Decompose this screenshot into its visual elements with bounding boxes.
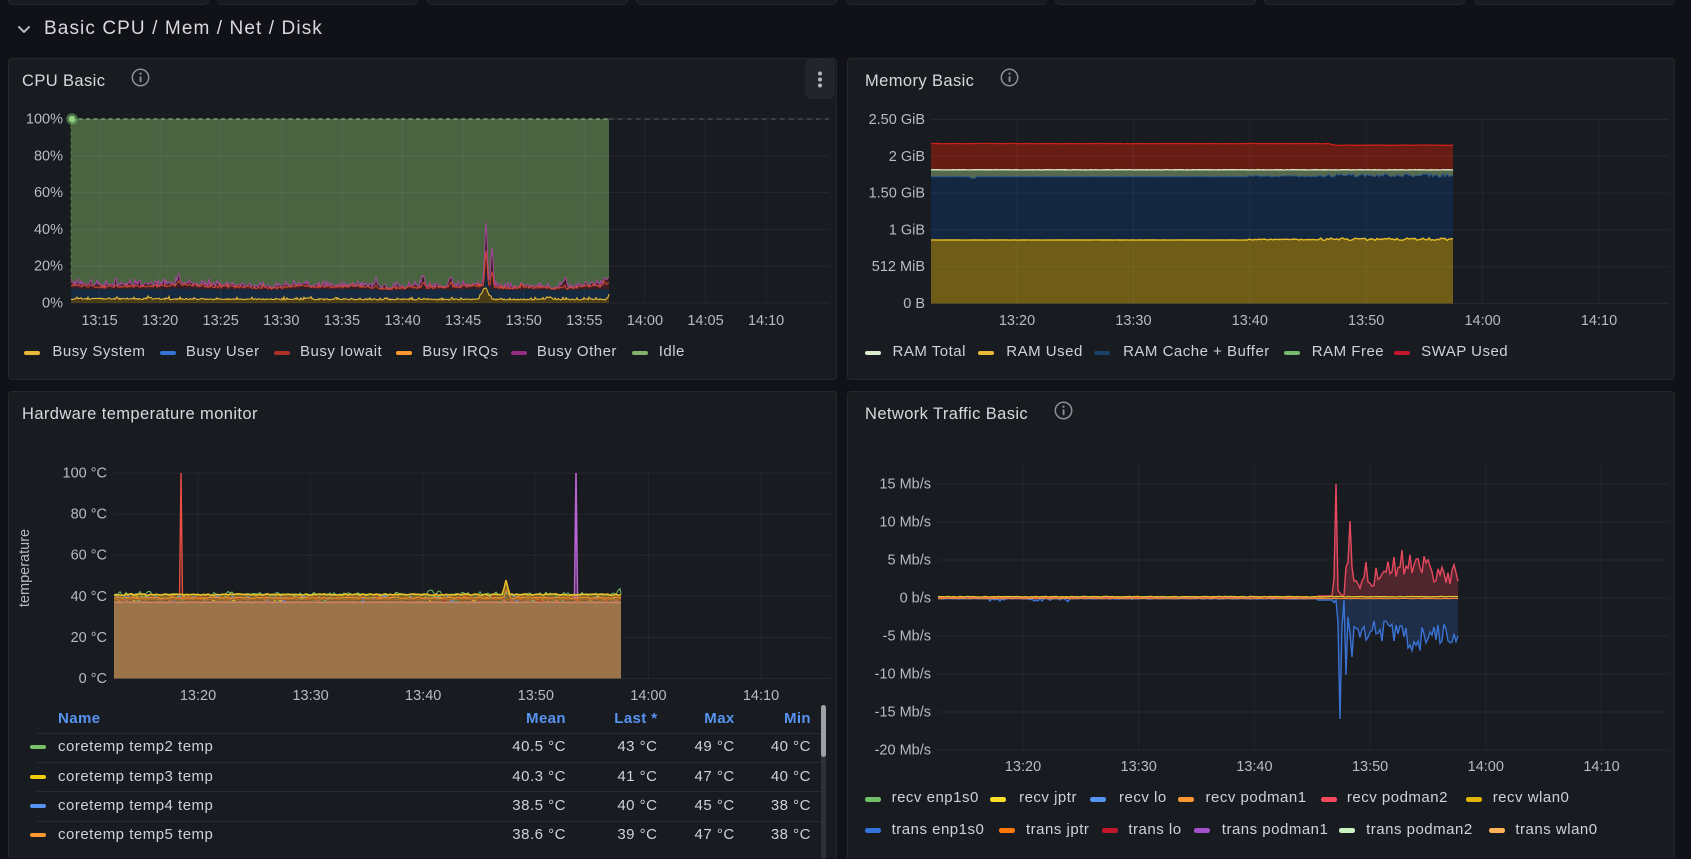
svg-text:13:30: 13:30 xyxy=(263,313,299,329)
svg-text:2.50 GiB: 2.50 GiB xyxy=(869,112,925,128)
svg-text:100 °C: 100 °C xyxy=(63,466,108,482)
svg-text:15 Mb/s: 15 Mb/s xyxy=(879,477,931,493)
svg-text:0 b/s: 0 b/s xyxy=(900,591,931,607)
svg-text:40%: 40% xyxy=(34,222,63,238)
svg-text:100%: 100% xyxy=(26,112,63,128)
svg-text:20 °C: 20 °C xyxy=(71,630,107,646)
svg-text:13:30: 13:30 xyxy=(1121,759,1157,775)
svg-text:13:30: 13:30 xyxy=(292,688,328,704)
svg-text:-10 Mb/s: -10 Mb/s xyxy=(875,667,931,683)
svg-text:0 °C: 0 °C xyxy=(79,671,107,687)
svg-text:13:50: 13:50 xyxy=(1348,313,1384,329)
svg-text:1.50 GiB: 1.50 GiB xyxy=(869,186,925,202)
svg-text:13:55: 13:55 xyxy=(566,313,602,329)
svg-text:512 MiB: 512 MiB xyxy=(872,259,925,275)
svg-text:13:25: 13:25 xyxy=(203,313,239,329)
svg-text:13:40: 13:40 xyxy=(1236,759,1272,775)
svg-text:0 B: 0 B xyxy=(903,296,925,312)
svg-text:13:50: 13:50 xyxy=(518,688,554,704)
svg-text:13:40: 13:40 xyxy=(384,313,420,329)
svg-text:-20 Mb/s: -20 Mb/s xyxy=(875,743,931,759)
svg-text:temperature: temperature xyxy=(17,529,33,607)
svg-text:14:10: 14:10 xyxy=(1583,759,1619,775)
svg-text:80 °C: 80 °C xyxy=(71,507,107,523)
svg-text:14:10: 14:10 xyxy=(1581,313,1617,329)
svg-text:13:15: 13:15 xyxy=(81,313,117,329)
svg-text:60 °C: 60 °C xyxy=(71,548,107,564)
svg-text:13:30: 13:30 xyxy=(1115,313,1151,329)
svg-text:13:50: 13:50 xyxy=(506,313,542,329)
svg-text:80%: 80% xyxy=(34,148,63,164)
svg-text:-5 Mb/s: -5 Mb/s xyxy=(883,629,931,645)
svg-text:13:20: 13:20 xyxy=(1005,759,1041,775)
svg-text:-15 Mb/s: -15 Mb/s xyxy=(875,705,931,721)
svg-text:5 Mb/s: 5 Mb/s xyxy=(887,553,931,569)
svg-text:14:00: 14:00 xyxy=(630,688,666,704)
svg-text:13:35: 13:35 xyxy=(324,313,360,329)
svg-text:14:05: 14:05 xyxy=(687,313,723,329)
svg-text:2 GiB: 2 GiB xyxy=(889,149,925,165)
svg-text:13:40: 13:40 xyxy=(1232,313,1268,329)
svg-text:14:00: 14:00 xyxy=(1464,313,1500,329)
svg-text:13:40: 13:40 xyxy=(405,688,441,704)
svg-text:13:20: 13:20 xyxy=(999,313,1035,329)
svg-text:13:20: 13:20 xyxy=(142,313,178,329)
svg-text:60%: 60% xyxy=(34,185,63,201)
svg-text:13:45: 13:45 xyxy=(445,313,481,329)
svg-text:13:20: 13:20 xyxy=(180,688,216,704)
svg-text:13:50: 13:50 xyxy=(1352,759,1388,775)
svg-text:14:00: 14:00 xyxy=(1468,759,1504,775)
svg-text:14:10: 14:10 xyxy=(743,688,779,704)
svg-text:20%: 20% xyxy=(34,259,63,275)
svg-text:10 Mb/s: 10 Mb/s xyxy=(879,515,931,531)
svg-text:0%: 0% xyxy=(42,296,63,312)
svg-text:14:10: 14:10 xyxy=(748,313,784,329)
svg-text:1 GiB: 1 GiB xyxy=(889,222,925,238)
svg-text:40 °C: 40 °C xyxy=(71,589,107,605)
svg-text:14:00: 14:00 xyxy=(627,313,663,329)
